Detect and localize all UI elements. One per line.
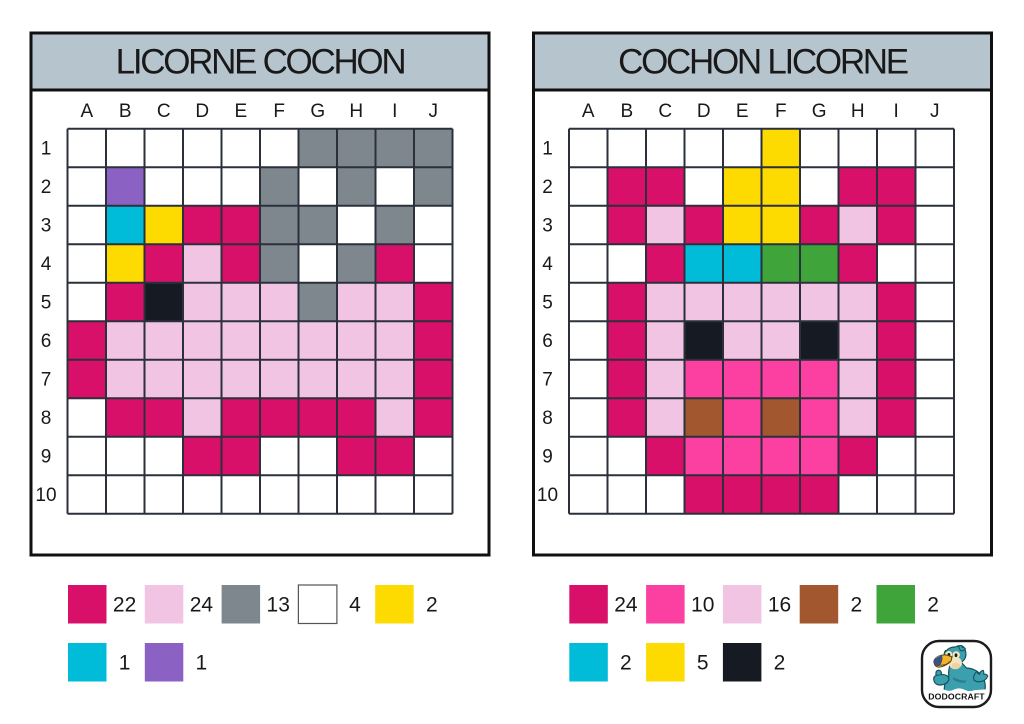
svg-text:2: 2	[542, 177, 553, 198]
svg-text:E: E	[234, 101, 247, 122]
svg-text:7: 7	[41, 370, 52, 391]
svg-text:D: D	[195, 101, 209, 122]
svg-text:D: D	[697, 101, 711, 122]
svg-text:J: J	[428, 101, 438, 122]
svg-text:B: B	[620, 101, 633, 122]
svg-text:5: 5	[697, 652, 709, 675]
svg-text:G: G	[812, 101, 827, 122]
svg-text:2: 2	[620, 652, 632, 675]
svg-text:5: 5	[542, 293, 553, 314]
svg-text:H: H	[851, 101, 865, 122]
svg-text:3: 3	[542, 216, 553, 237]
svg-text:A: A	[80, 101, 93, 122]
svg-text:2: 2	[426, 594, 438, 617]
svg-text:LICORNE COCHON: LICORNE COCHON	[116, 43, 405, 82]
svg-text:2: 2	[927, 594, 939, 617]
svg-text:C: C	[658, 101, 672, 122]
svg-text:B: B	[119, 101, 132, 122]
svg-text:10: 10	[691, 594, 714, 617]
svg-text:2: 2	[41, 177, 52, 198]
svg-text:7: 7	[542, 370, 553, 391]
svg-text:8: 8	[542, 408, 553, 429]
svg-text:C: C	[157, 101, 171, 122]
svg-text:DODOCRAFT: DODOCRAFT	[928, 692, 985, 702]
svg-text:1: 1	[119, 652, 131, 675]
svg-text:6: 6	[41, 331, 52, 352]
svg-text:9: 9	[41, 447, 52, 468]
svg-text:G: G	[310, 101, 325, 122]
svg-text:1: 1	[196, 652, 208, 675]
svg-text:4: 4	[542, 254, 553, 275]
svg-text:10: 10	[35, 485, 56, 506]
svg-text:F: F	[273, 101, 285, 122]
svg-text:24: 24	[614, 594, 638, 617]
svg-text:4: 4	[349, 594, 361, 617]
svg-text:24: 24	[190, 594, 214, 617]
svg-text:H: H	[349, 101, 363, 122]
svg-text:5: 5	[41, 293, 52, 314]
svg-text:COCHON LICORNE: COCHON LICORNE	[618, 43, 908, 82]
svg-text:2: 2	[850, 594, 862, 617]
svg-text:I: I	[392, 101, 397, 122]
svg-text:8: 8	[41, 408, 52, 429]
svg-text:16: 16	[768, 594, 791, 617]
svg-text:10: 10	[537, 485, 558, 506]
svg-text:4: 4	[41, 254, 52, 275]
svg-text:13: 13	[267, 594, 290, 617]
svg-text:1: 1	[542, 139, 553, 160]
svg-text:1: 1	[41, 139, 52, 160]
svg-text:3: 3	[41, 216, 52, 237]
svg-text:F: F	[775, 101, 787, 122]
svg-text:2: 2	[774, 652, 786, 675]
svg-text:I: I	[894, 101, 899, 122]
svg-text:E: E	[736, 101, 749, 122]
svg-text:A: A	[582, 101, 595, 122]
svg-text:J: J	[930, 101, 940, 122]
svg-text:22: 22	[113, 594, 136, 617]
svg-text:9: 9	[542, 447, 553, 468]
svg-text:6: 6	[542, 331, 553, 352]
